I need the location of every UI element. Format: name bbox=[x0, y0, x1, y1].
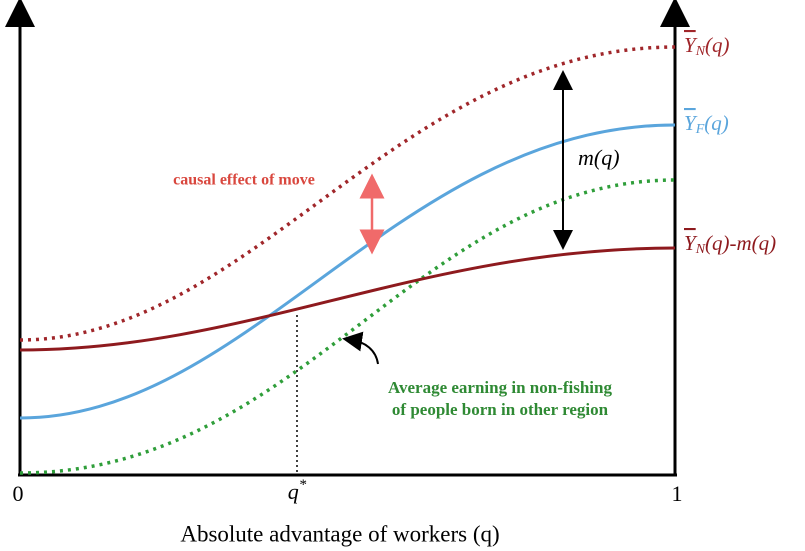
label-ynm: YN(q)-m(q) bbox=[684, 231, 776, 257]
curve-green bbox=[19, 178, 676, 475]
label-yn: YN(q) bbox=[684, 33, 730, 59]
x-end: 1 bbox=[672, 481, 683, 506]
curve-yn bbox=[19, 45, 676, 342]
green-label: of people born in other region bbox=[392, 400, 609, 419]
curly-arrow bbox=[342, 331, 379, 365]
x-mark: q* bbox=[288, 477, 307, 504]
label-yf: YF(q) bbox=[684, 111, 729, 137]
curve-ynm bbox=[19, 246, 676, 352]
x-start: 0 bbox=[13, 481, 24, 506]
green-label: Average earning in non-fishing bbox=[388, 378, 613, 397]
curve-yf bbox=[19, 123, 676, 420]
causal-label: causal effect of move bbox=[173, 172, 315, 189]
gap-label: m(q) bbox=[578, 145, 620, 170]
x-label: Absolute advantage of workers (q) bbox=[180, 521, 499, 546]
